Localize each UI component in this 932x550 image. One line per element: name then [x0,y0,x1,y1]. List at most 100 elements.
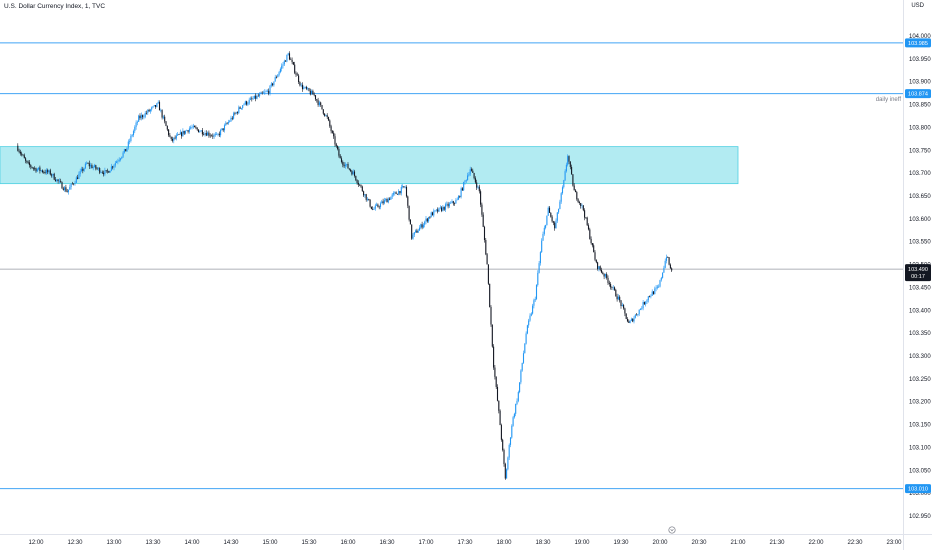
candle-body [413,232,415,235]
candle-body [628,321,630,323]
candle-body [645,302,647,305]
candle-body [582,205,584,211]
candle-body [31,166,33,168]
candle-body [144,112,146,117]
candle-body [299,82,301,86]
candle-body [162,116,164,118]
candle-body [282,64,284,66]
candle-body [650,295,652,297]
y-tick-label: 103.600 [909,217,931,223]
candle-body [369,199,371,207]
candle-body [637,314,639,316]
candle-body [535,285,538,299]
candle-body [495,376,497,387]
candle-body [574,190,577,193]
candle-body [560,193,562,202]
candle-body [356,180,358,183]
candle-body [157,102,159,104]
candle-body [474,178,476,183]
candle-body [64,187,66,190]
candle-body [47,170,49,173]
candle-body [227,121,229,124]
candle-body [491,324,493,347]
candle-body [343,164,345,167]
candle-body [77,177,79,179]
candle-body [542,233,544,241]
y-tick-label: 103.450 [909,285,931,291]
candle-body [671,268,673,271]
candle-body [506,469,508,479]
candle-body [363,191,365,196]
candle-body [376,204,378,206]
candle-body [69,187,71,190]
candle-body [457,196,460,200]
scroll-to-realtime-icon[interactable] [668,526,676,534]
candle-body [170,136,172,139]
candle-body [234,113,236,114]
candle-body [460,188,462,197]
candle-body [281,65,283,69]
candle-body [340,158,343,162]
x-tick-label: 17:30 [457,540,473,546]
candle-body [291,60,293,63]
candle-body [222,128,224,131]
candle-body [197,129,200,133]
candle-body [607,277,609,283]
candle-body [62,188,64,190]
candle-body [117,160,119,162]
candle-body [74,182,76,184]
candle-body [279,68,281,73]
candle-body [121,156,123,159]
x-tick-label: 14:00 [184,540,200,546]
candle-body [585,217,587,219]
supply-zone-rectangle[interactable] [0,146,739,185]
candle-body [594,252,596,260]
candle-body [616,296,618,300]
candle-body [513,413,515,418]
y-tick-label: 103.550 [909,240,931,246]
candle-body [265,91,267,92]
candle-body [407,196,409,206]
candle-body [417,230,419,233]
candle-body [285,60,287,62]
y-tick-label: 103.300 [909,354,931,360]
candle-body [99,168,101,173]
candle-body [633,317,635,322]
candle-body [91,165,93,169]
candle-body [478,186,480,192]
candle-body [496,386,499,401]
candle-body [448,203,450,207]
x-tick-label: 12:00 [28,540,44,546]
candle-body [652,291,655,295]
x-tick-label: 16:00 [340,540,356,546]
candle-body [385,199,387,201]
candle-body [435,209,437,211]
level-price-tag [905,89,931,99]
candle-body [236,112,239,114]
candle-body [587,225,590,230]
candle-body [658,286,660,288]
candle-body [434,210,436,211]
candle-body [339,155,341,159]
candle-body [90,165,92,167]
x-tick-label: 18:00 [496,540,512,546]
candle-body [668,257,670,265]
candle-body [201,130,203,135]
candle-body [469,169,471,175]
candle-body [221,128,223,131]
candle-body [257,95,259,97]
candle-body [426,218,428,222]
candle-body [321,104,323,110]
candle-body [145,112,148,114]
candle-body [467,175,469,181]
candle-body [17,145,19,151]
candle-body [65,187,67,192]
y-tick-label: 103.100 [909,445,931,451]
candle-body [143,116,145,118]
candle-body [78,173,80,179]
candle-body [25,158,27,161]
candle-body [160,110,162,111]
candle-body [75,177,77,183]
